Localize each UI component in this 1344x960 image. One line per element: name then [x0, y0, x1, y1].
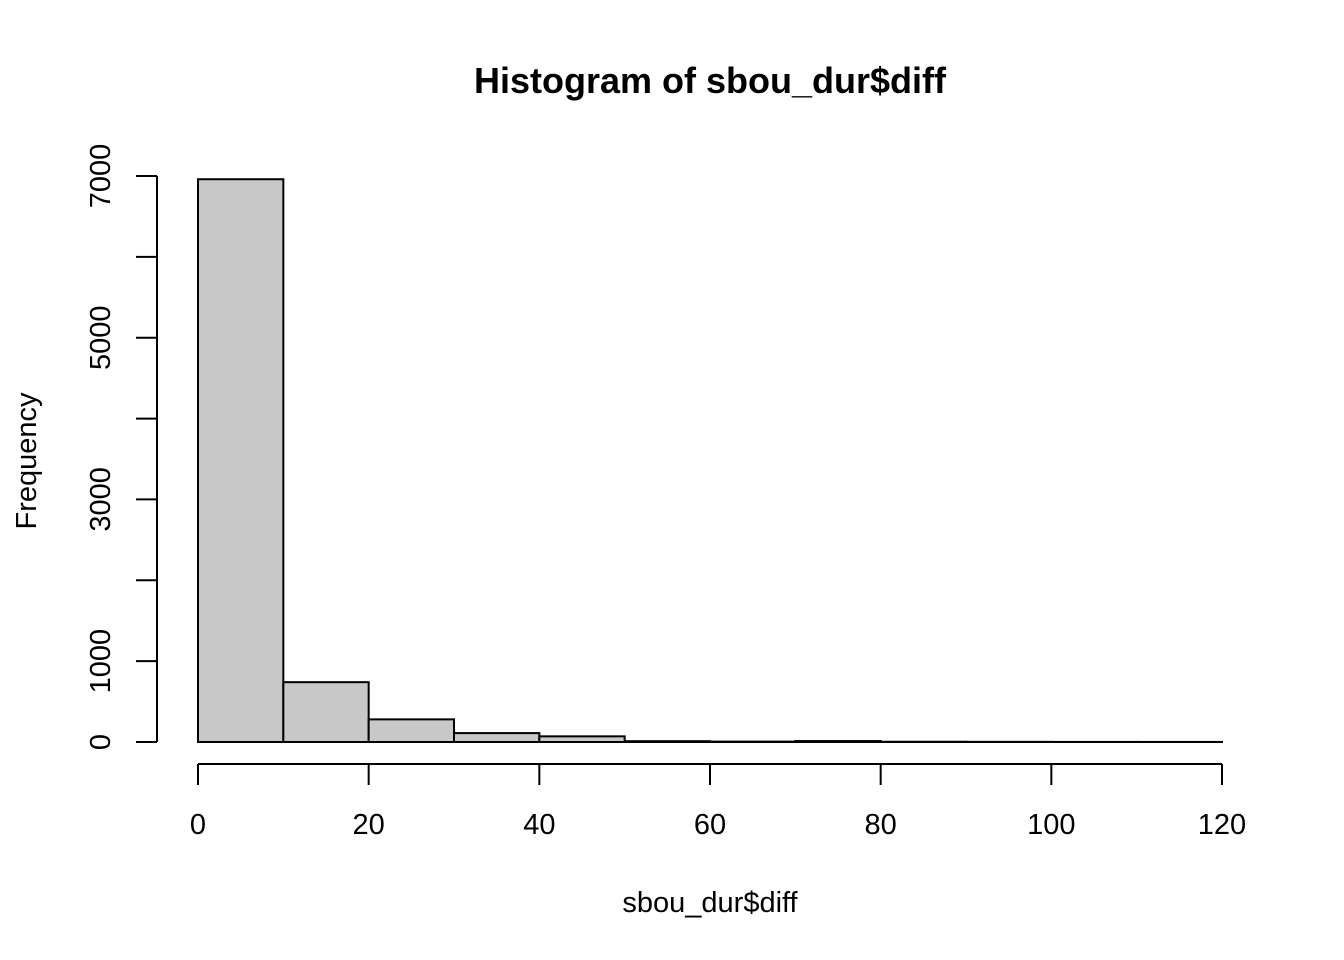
x-tick-label: 80 [865, 809, 897, 841]
x-tick-label: 60 [694, 809, 726, 841]
y-tick-label: 1000 [85, 629, 117, 694]
x-tick-label: 120 [1198, 809, 1246, 841]
chart-title: Histogram of sbou_dur$diff [474, 60, 947, 101]
x-axis: 0 20 40 60 80 100 120 [190, 763, 1246, 841]
y-tick-label: 5000 [85, 305, 117, 370]
y-tick-label: 7000 [85, 144, 117, 209]
y-tick-label: 0 [85, 734, 117, 750]
x-axis-label: sbou_dur$diff [622, 887, 798, 919]
x-tick-label: 20 [353, 809, 385, 841]
histogram-bar-20-30 [367, 718, 455, 743]
y-tick-label: 3000 [85, 467, 117, 532]
histogram-bar-0-10 [197, 178, 285, 743]
x-tick-label: 100 [1027, 809, 1075, 841]
x-tick-label: 40 [523, 809, 555, 841]
histogram-bar-50-60 [623, 740, 712, 743]
histogram-bar-30-40 [453, 732, 541, 743]
histogram-bar-70-80 [794, 740, 882, 744]
bars-group [197, 178, 1223, 744]
x-tick-label: 0 [190, 809, 206, 841]
histogram-bar-40-50 [538, 735, 626, 744]
y-axis: 0 1000 3000 5000 7000 [85, 144, 158, 750]
y-axis-label: Frequency [11, 392, 43, 530]
histogram-bar-10-20 [282, 681, 370, 743]
